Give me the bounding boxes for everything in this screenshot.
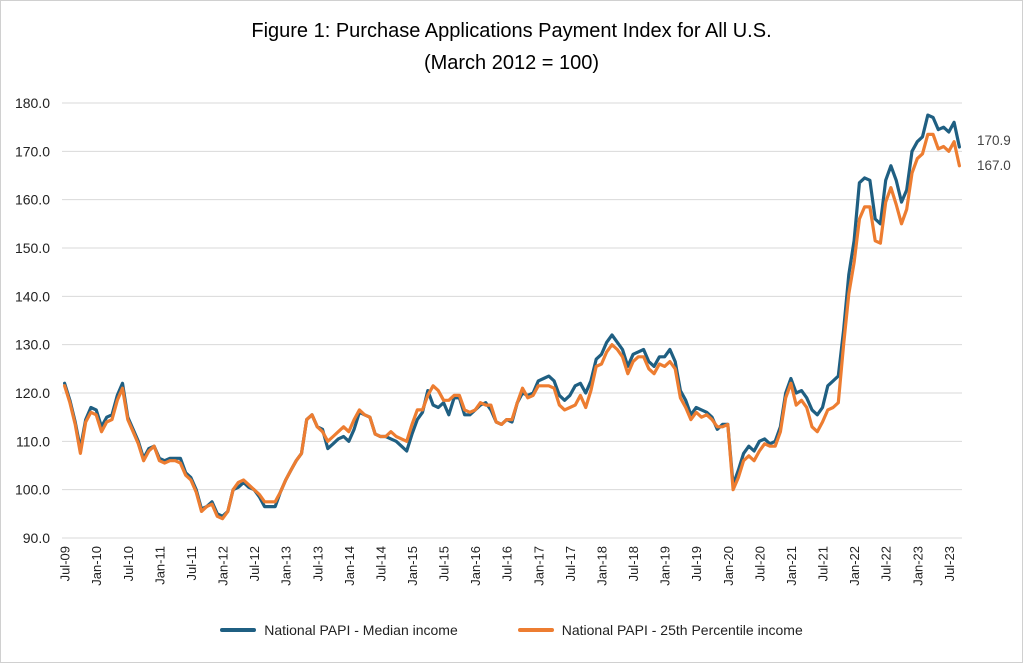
x-tick-label: Jul-14 [373,546,388,581]
x-tick-label: Jul-20 [752,546,767,581]
legend-label-25th: National PAPI - 25th Percentile income [561,622,803,638]
x-tick-label: Jul-23 [942,546,957,581]
x-tick-label: Jan-15 [405,546,420,586]
x-tick-label: Jan-13 [279,546,294,586]
x-tick-label: Jul-11 [184,546,199,580]
x-tick-label: Jul-10 [121,546,136,581]
legend-label-median: National PAPI - Median income [264,622,458,638]
y-tick-label: 90.0 [23,530,50,546]
x-tick-label: Jan-19 [658,546,673,586]
chart-subtitle: (March 2012 = 100) [423,52,600,74]
x-tick-label: Jul-09 [58,546,73,581]
x-tick-label: Jan-11 [152,546,167,585]
series-line-25th-percentile [62,132,962,521]
end-label-median: 170.9 [977,133,1011,148]
x-tick-label: Jan-20 [721,546,736,586]
y-tick-label: 110.0 [16,433,50,449]
y-tick-label: 120.0 [15,385,50,401]
y-tick-label: 170.0 [15,143,50,159]
x-tick-label: Jul-18 [626,546,641,581]
x-tick-label: Jul-13 [310,546,325,581]
x-tick-label: Jul-16 [500,546,515,581]
legend-item-median: National PAPI - Median income [220,622,458,638]
legend-item-25th: National PAPI - 25th Percentile income [517,622,803,638]
legend-swatch-25th [517,628,554,632]
y-tick-label: 150.0 [15,240,50,256]
y-tick-label: 100.0 [15,482,50,498]
x-tick-label: Jan-21 [784,546,799,586]
x-tick-label: Jan-22 [847,546,862,586]
x-tick-label: Jan-17 [531,546,546,586]
x-tick-label: Jan-18 [594,546,609,586]
x-tick-label: Jul-22 [879,546,894,581]
x-tick-label: Jan-14 [342,546,357,586]
x-tick-label: Jan-23 [910,546,925,586]
y-tick-label: 130.0 [15,337,50,353]
x-tick-label: Jul-19 [689,546,704,581]
y-tick-label: 140.0 [15,288,50,304]
y-tick-label: 160.0 [15,192,50,208]
chart-title: Figure 1: Purchase Applications Payment … [251,20,772,42]
chart-legend: National PAPI - Median income National P… [0,622,1023,638]
x-tick-label: Jul-15 [437,546,452,581]
x-tick-label: Jan-10 [89,546,104,586]
series-line-median [62,113,962,518]
x-tick-label: Jul-21 [816,546,831,581]
legend-swatch-median [220,628,257,632]
x-tick-label: Jul-12 [247,546,262,581]
x-tick-label: Jan-16 [468,546,483,586]
end-label-25th-percentile: 167.0 [977,158,1011,173]
x-tick-label: Jul-17 [563,546,578,581]
y-tick-label: 180.0 [15,95,50,111]
x-tick-label: Jan-12 [216,546,231,586]
